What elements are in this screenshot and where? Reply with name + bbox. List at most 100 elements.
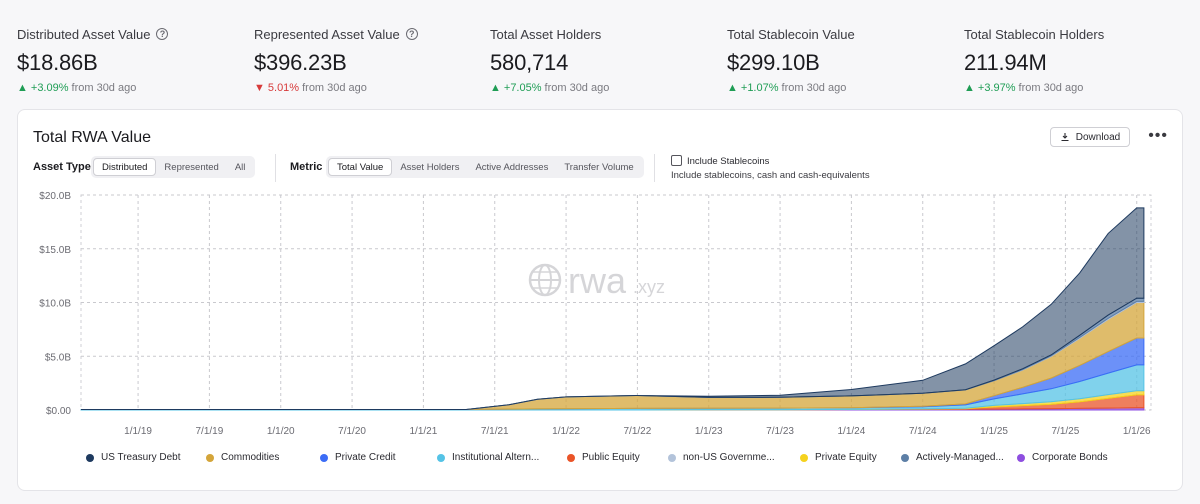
legend-item[interactable]: Actively-Managed... (901, 452, 1004, 463)
stat-label: Total Stablecoin Value (727, 26, 855, 42)
legend-item[interactable]: Corporate Bonds (1017, 452, 1108, 463)
globe-icon (528, 263, 562, 297)
stat-period: from 30d ago (544, 82, 610, 94)
stat-label: Distributed Asset Value (17, 26, 151, 42)
x-tick-label: 1/1/22 (552, 426, 580, 437)
legend-label: Commodities (221, 452, 280, 463)
legend-dot-icon (668, 453, 676, 462)
help-icon[interactable]: ? (405, 28, 418, 40)
legend-label: non-US Governme... (683, 452, 775, 463)
asset-type-represented[interactable]: Represented (164, 161, 219, 173)
metric-total-value[interactable]: Total Value (328, 158, 393, 176)
stat-change: +7.05% (503, 82, 542, 94)
legend-label: Actively-Managed... (916, 452, 1004, 463)
download-label: Download (1075, 131, 1121, 143)
legend-dot-icon (567, 453, 575, 462)
metric-toggle: Total Value Asset Holders Active Address… (326, 156, 644, 178)
divider (654, 154, 655, 182)
stat-value: $396.23B (254, 50, 347, 75)
x-tick-label: 7/1/22 (623, 426, 651, 437)
up-arrow-icon: ▲ (727, 82, 738, 94)
legend-dot-icon (437, 453, 445, 462)
stat-value: $299.10B (727, 50, 820, 75)
help-icon[interactable]: ? (156, 28, 169, 40)
y-tick-label: $5.0B (45, 352, 71, 363)
stat-change: +1.07% (740, 82, 779, 94)
stat-value: $18.86B (17, 50, 98, 75)
stat-period: from 30d ago (302, 82, 367, 94)
metric-label: Metric (290, 161, 323, 173)
rwa-area-chart[interactable]: $0.00 $5.0B $10.0B $15.0B $20.0B 1/1/19 7/1/19… (17, 178, 1183, 438)
include-stablecoins-checkbox[interactable] (671, 155, 682, 166)
down-arrow-icon: ▼ (254, 82, 265, 94)
legend-item[interactable]: Private Equity (800, 452, 877, 463)
y-tick-label: $15.0B (39, 245, 71, 256)
asset-type-label: Asset Type (33, 161, 91, 173)
stats-row: Distributed Asset Value? $18.86B ▲ +3.09%… (0, 0, 1200, 110)
legend-label: US Treasury Debt (101, 452, 181, 463)
x-tick-label: 1/1/24 (837, 426, 865, 437)
legend-item[interactable]: US Treasury Debt (86, 452, 180, 463)
legend-label: Institutional Altern... (452, 452, 540, 463)
legend-item[interactable]: non-US Governme... (668, 452, 775, 463)
area-us-treasury-debt (81, 207, 1145, 410)
stat-distributed-asset-value: Distributed Asset Value? $18.86B ▲ +3.09%… (17, 26, 247, 94)
card-title: Total RWA Value (33, 129, 151, 146)
x-tick-label: 7/1/25 (1051, 426, 1079, 437)
up-arrow-icon: ▲ (490, 82, 501, 94)
metric-transfer-volume[interactable]: Transfer Volume (564, 161, 634, 173)
legend-dot-icon (1017, 453, 1025, 462)
legend-item[interactable]: Institutional Altern... (437, 452, 539, 463)
x-tick-label: 1/1/26 (1123, 426, 1151, 437)
chart-areas (80, 207, 1145, 411)
metric-asset-holders[interactable]: Asset Holders (400, 161, 460, 173)
stat-label: Total Stablecoin Holders (964, 26, 1105, 42)
legend-dot-icon (320, 453, 328, 462)
chart-legend: US Treasury Debt Commodities Private Credi… (86, 452, 1186, 466)
stat-change: +3.97% (977, 82, 1016, 94)
stat-total-stablecoin-holders: Total Stablecoin Holders 211.94M ▲ +3.97%… (964, 26, 1194, 95)
include-stablecoins-label: Include Stablecoins (687, 156, 770, 167)
y-tick-label: $10.0B (39, 299, 71, 310)
divider (275, 154, 276, 182)
include-stablecoins-description: Include stablecoins, cash and cash-equiv… (671, 170, 870, 181)
up-arrow-icon: ▲ (17, 82, 28, 94)
x-tick-label: 1/1/25 (980, 426, 1008, 437)
stat-label: Total Asset Holders (490, 26, 602, 42)
y-tick-label: $0.00 (46, 406, 71, 417)
legend-item[interactable]: Public Equity (567, 452, 640, 463)
include-stablecoins: Include Stablecoins Include stablecoins,… (671, 155, 870, 181)
stat-period: from 30d ago (781, 82, 847, 94)
legend-dot-icon (86, 453, 94, 462)
stat-period: from 30d ago (1018, 82, 1084, 94)
legend-item[interactable]: Commodities (206, 452, 279, 463)
download-icon (1061, 133, 1069, 142)
asset-type-toggle: Distributed Represented All (91, 156, 256, 178)
up-arrow-icon: ▲ (964, 82, 975, 94)
legend-label: Private Credit (335, 452, 396, 463)
stat-value: 580,714 (490, 50, 569, 75)
x-tick-label: 7/1/21 (481, 426, 509, 437)
watermark-subtext: .xyz (633, 277, 665, 297)
more-options-button[interactable]: ••• (1148, 127, 1168, 144)
asset-type-all[interactable]: All (234, 161, 246, 173)
x-tick-label: 7/1/23 (766, 426, 794, 437)
x-tick-label: 1/1/19 (124, 426, 152, 437)
chart-axes: $0.00 $5.0B $10.0B $15.0B $20.0B 1/1/19 7/1/19… (39, 191, 1151, 437)
watermark: rwa .xyz (528, 260, 665, 301)
legend-dot-icon (206, 453, 214, 462)
stat-represented-asset-value: Represented Asset Value? $396.23B ▼ 5.01%… (254, 26, 484, 94)
stat-total-stablecoin-value: Total Stablecoin Value $299.10B ▲ +1.07% f… (727, 26, 957, 95)
asset-type-distributed[interactable]: Distributed (93, 158, 157, 176)
metric-active-addresses[interactable]: Active Addresses (475, 161, 549, 173)
y-tick-label: $20.0B (39, 191, 71, 202)
legend-dot-icon (800, 453, 808, 462)
watermark-text: rwa (568, 260, 627, 301)
stat-period: from 30d ago (71, 82, 137, 94)
x-tick-label: 1/1/20 (267, 426, 295, 437)
rwa-chart-card: Total RWA Value Download ••• Asset Type … (17, 109, 1183, 491)
legend-label: Private Equity (815, 452, 877, 463)
legend-label: Corporate Bonds (1032, 452, 1108, 463)
download-button[interactable]: Download (1050, 127, 1130, 147)
legend-item[interactable]: Private Credit (320, 452, 396, 463)
